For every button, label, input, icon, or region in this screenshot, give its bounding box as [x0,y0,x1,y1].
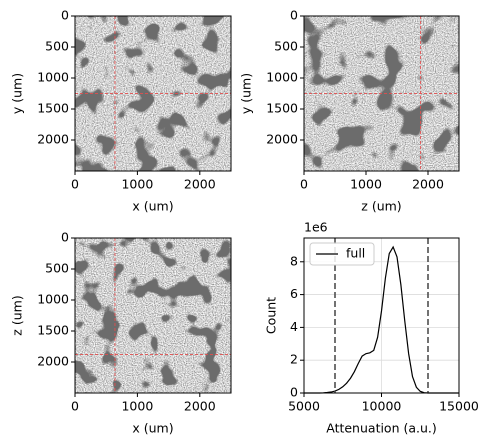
x-tick-label: 2000 [412,177,444,192]
y-tick-label: 1000 [266,70,298,85]
x-tick-label: 1000 [121,399,153,414]
y-tick-label: 4 [290,319,298,334]
axes-frame [74,237,232,394]
y-tick-label: 0 [61,230,69,245]
y-axis-label: y (um) [10,73,25,114]
y-tick-label: 1500 [37,101,69,116]
x-tick-label: 0 [71,177,79,192]
y-offset-label: 1e6 [304,220,328,235]
axes-frame [74,15,232,172]
x-axis-label: z (um) [361,199,401,214]
y-tick-label: 0 [61,8,69,23]
y-tick-label: 1500 [37,323,69,338]
y-axis-label: z (um) [10,295,25,335]
x-axis-label: x (um) [132,199,173,214]
x-tick-label: 1000 [350,177,382,192]
y-tick-label: 2000 [37,354,69,369]
legend-label: full [346,246,365,261]
x-tick-label: 0 [300,177,308,192]
y-tick-label: 1500 [266,101,298,116]
y-tick-label: 1000 [37,292,69,307]
y-tick-label: 500 [45,39,69,54]
y-tick-label: 2 [290,352,298,367]
y-tick-label: 6 [290,286,298,301]
y-tick-label: 0 [290,385,298,400]
x-axis-label: Attenuation (a.u.) [326,421,437,436]
y-tick-label: 0 [290,8,298,23]
x-tick-label: 15000 [439,399,479,414]
y-tick-label: 500 [274,39,298,54]
x-tick-label: 1000 [121,177,153,192]
y-axis-label: Count [264,297,279,334]
x-axis-label: x (um) [132,421,173,436]
x-tick-label: 10000 [362,399,402,414]
y-tick-label: 2000 [266,132,298,147]
x-tick-label: 2000 [184,177,216,192]
y-tick-label: 1000 [37,70,69,85]
legend-box [309,242,375,266]
y-tick-label: 2000 [37,132,69,147]
x-tick-label: 5000 [288,399,320,414]
axes-frame [303,15,460,172]
y-axis-label: y (um) [239,73,254,114]
x-tick-label: 0 [71,399,79,414]
image [75,238,231,393]
y-tick-label: 8 [290,253,298,268]
x-tick-label: 2000 [184,399,216,414]
y-tick-label: 500 [45,261,69,276]
